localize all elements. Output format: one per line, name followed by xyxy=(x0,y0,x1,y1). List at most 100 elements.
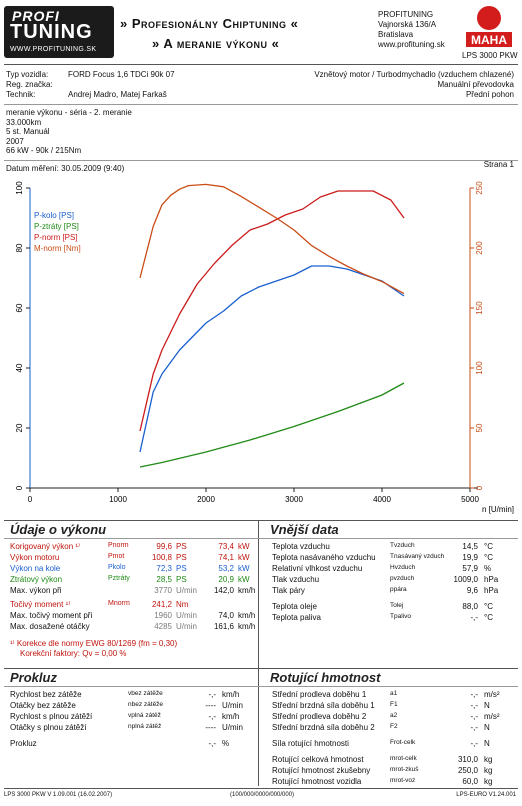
performance-unit-2: kW xyxy=(238,575,250,584)
logo-main-text: TUNING xyxy=(10,21,93,43)
rotating-unit: kg xyxy=(484,755,493,764)
performance-row: Max. točivý moment při 1960 U/min 74,0 km/h xyxy=(10,611,256,622)
performance-symbol: Pkolo xyxy=(108,564,126,571)
external-row: Teplota vzduchu Tvzduch 14,5 °C xyxy=(272,542,516,553)
rotating-value: -,- xyxy=(470,739,478,748)
external-value: 1009,0 xyxy=(453,575,478,584)
prokluz-unit: km/h xyxy=(222,712,240,721)
note-line: 5 st. Manuál xyxy=(6,127,50,136)
performance-unit-2: km/h xyxy=(238,611,256,620)
performance-symbol: Mnorm xyxy=(108,600,130,607)
external-symbol: pvzduch xyxy=(390,575,415,582)
rotating-unit: N xyxy=(484,739,490,748)
rotating-value: 310,0 xyxy=(457,755,478,764)
prokluz-symbol: vplná zátěž xyxy=(128,712,161,719)
rotating-symbol: F1 xyxy=(390,701,398,708)
performance-symbol: Pztráty xyxy=(108,575,130,582)
performance-label: Točivý moment ¹⁾ xyxy=(10,600,71,609)
external-unit: °C xyxy=(484,542,493,551)
rotating-symbol: a2 xyxy=(390,712,398,719)
brand-model: LPS 3000 PKW xyxy=(462,51,518,60)
performance-title: Údaje o výkonu xyxy=(10,522,107,537)
rotating-symbol: Frot-celk xyxy=(390,739,416,746)
rotating-value: -,- xyxy=(470,723,478,732)
y-left-tick-label: 60 xyxy=(15,303,24,312)
external-row: Teplota oleje Tolej 88,0 °C xyxy=(272,602,516,613)
rotating-row: Střední brzdná síla doběhu 2 F2 -,- N xyxy=(272,723,516,734)
rotating-value: -,- xyxy=(470,701,478,710)
y-left-tick-label: 80 xyxy=(15,243,24,252)
performance-row: Ztrátový výkon Pztráty 28,5 PS 20,9 kW xyxy=(10,575,256,586)
logo-top-text: PROFI xyxy=(12,8,60,24)
y-left-tick-label: 100 xyxy=(15,181,24,195)
engine-type: Vznětový motor / Turbodmychadlo (vzduche… xyxy=(314,70,514,79)
rotating-row: Síla rotující hmotnosti Frot-celk -,- N xyxy=(272,739,516,750)
performance-value-2: 20,9 xyxy=(218,575,234,584)
external-symbol: Tolej xyxy=(390,602,404,609)
vehicle-specs: Vznětový motor / Turbodmychadlo (vzduche… xyxy=(314,70,514,100)
prokluz-unit: U/min xyxy=(222,723,243,732)
external-symbol: ppára xyxy=(390,586,407,593)
rotating-value: -,- xyxy=(470,712,478,721)
rotating-value: 60,0 xyxy=(462,777,478,786)
company-name: PROFITUNING xyxy=(378,10,434,19)
performance-value-2: 74,0 xyxy=(218,611,234,620)
x-axis-label: n [U/min] xyxy=(482,505,514,514)
rotating-row: Střední prodleva doběhu 2 a2 -,- m/s² xyxy=(272,712,516,723)
maha-emblem-icon: MAHA xyxy=(466,6,512,47)
prokluz-row: Rychlost bez zátěže vbez zátěže -,- km/h xyxy=(10,690,256,701)
series-line-p-ztráty xyxy=(139,382,405,468)
external-symbol: Tpalivo xyxy=(390,613,411,620)
header-title-line2: » A meranie výkonu « xyxy=(152,36,280,51)
external-unit: hPa xyxy=(484,575,499,584)
x-tick-label: 1000 xyxy=(109,495,127,504)
legend-item: P-norm [PS] xyxy=(34,233,78,242)
company-city: Bratislava xyxy=(378,30,414,39)
external-unit: % xyxy=(484,564,492,573)
prokluz-row: Otáčky bez zátěže nbez zátěže ---- U/min xyxy=(10,701,256,712)
performance-label: Ztrátový výkon xyxy=(10,575,63,584)
performance-value-1: 1960 xyxy=(154,611,172,620)
y-left-tick-label: 20 xyxy=(15,423,24,432)
x-tick-label: 4000 xyxy=(373,495,391,504)
prokluz-unit: km/h xyxy=(222,690,240,699)
external-symbol: Tvzduch xyxy=(390,542,415,549)
external-data-title: Vnější data xyxy=(270,522,339,537)
rotating-label: Síla rotující hmotnosti xyxy=(272,739,349,748)
rotating-label: Střední prodleva doběhu 2 xyxy=(272,712,367,721)
external-label: Teplota nasávaného vzduchu xyxy=(272,553,376,562)
performance-value-1: 72,3 xyxy=(156,564,172,573)
prokluz-label: Rychlost s plnou zátěží xyxy=(10,712,93,721)
rotating-mass-title: Rotující hmotnost xyxy=(270,670,381,685)
y-right-tick-label: 150 xyxy=(475,301,484,315)
rotating-value: 250,0 xyxy=(457,766,478,775)
performance-value-1: 3770 xyxy=(154,586,172,595)
performance-value-2: 74,1 xyxy=(218,553,234,562)
external-label: Teplota vzduchu xyxy=(272,542,330,551)
series-line-p-norm xyxy=(139,190,405,432)
external-label: Tlak páry xyxy=(272,586,305,595)
external-row: Teplota paliva Tpalivo -,- °C xyxy=(272,613,516,624)
rotating-unit: kg xyxy=(484,766,493,775)
external-unit: °C xyxy=(484,602,493,611)
performance-label: Max. dosažené otáčky xyxy=(10,622,90,631)
prokluz-row: Prokluz -,-% xyxy=(10,739,256,750)
footer-version: LPS 3000 PKW V 1.09.001 (16.02.2007) xyxy=(4,792,113,798)
rotating-label: Rotující hmotnost vozidla xyxy=(272,777,362,786)
x-tick-label: 5000 xyxy=(461,495,479,504)
rotating-unit: kg xyxy=(484,777,493,786)
y-left-tick-label: 40 xyxy=(15,363,24,372)
performance-value-1: 28,5 xyxy=(156,575,172,584)
prokluz-title: Prokluz xyxy=(10,670,57,685)
x-tick-label: 2000 xyxy=(197,495,215,504)
rotating-label: Střední brzdná síla doběhu 2 xyxy=(272,723,375,732)
series-line-m-norm xyxy=(139,183,405,295)
rotating-symbol: F2 xyxy=(390,723,398,730)
rotating-row: Rotující hmotnost zkušebny mrot-zkuš 250,0… xyxy=(272,766,516,777)
y-right-tick-label: 0 xyxy=(475,485,484,490)
performance-label: Výkon motoru xyxy=(10,553,60,562)
performance-unit-2: km/h xyxy=(238,586,256,595)
external-unit: °C xyxy=(484,553,493,562)
rotating-label: Střední brzdná síla doběhu 1 xyxy=(272,701,375,710)
performance-label: Max. výkon při xyxy=(10,586,62,595)
